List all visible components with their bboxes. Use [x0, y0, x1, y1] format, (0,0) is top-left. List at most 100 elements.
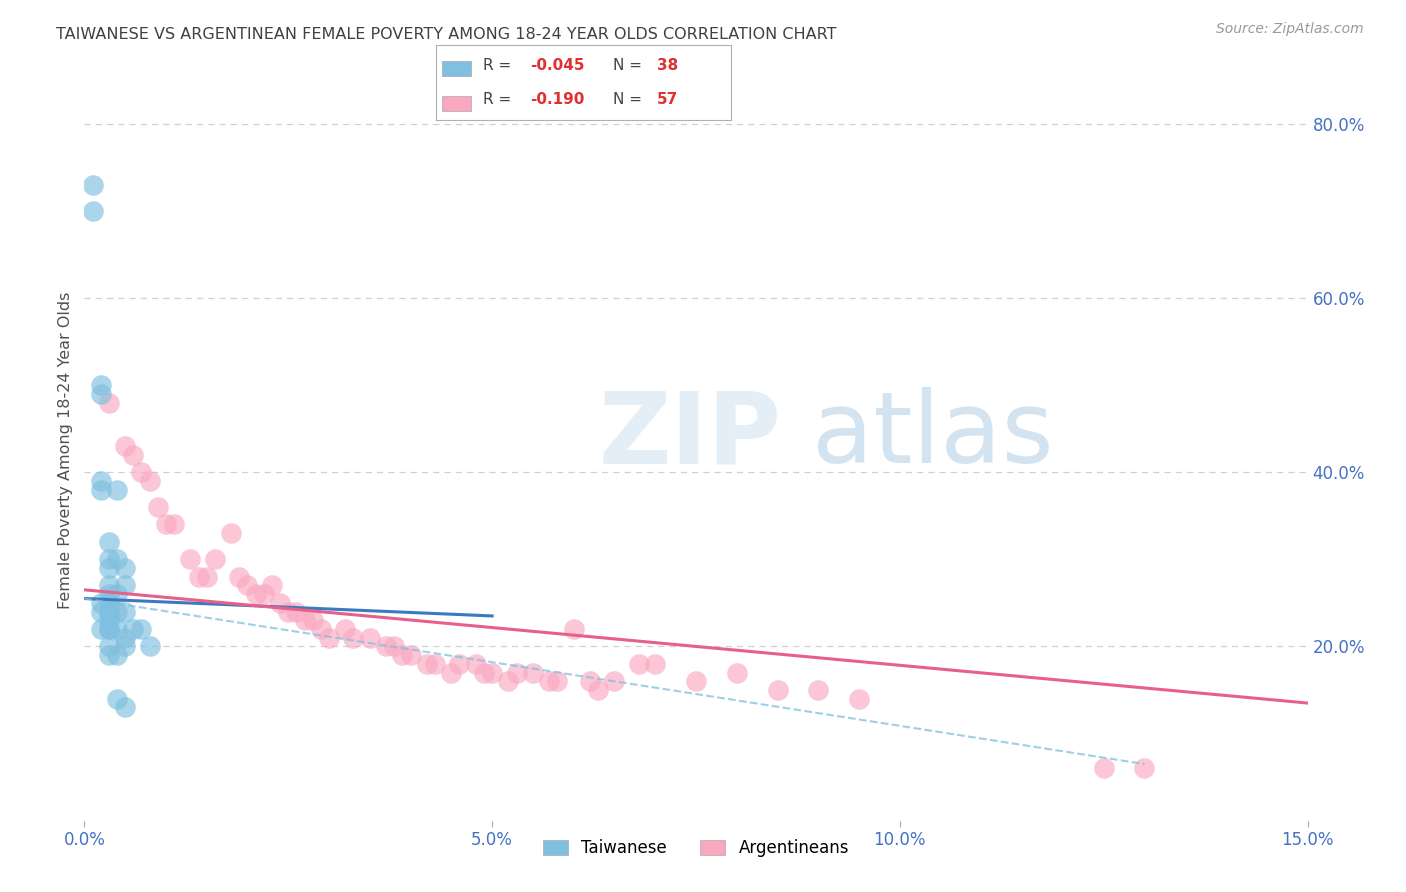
Point	[90, 596, 112, 610]
Text: R =: R =	[484, 58, 516, 73]
Point	[90, 474, 112, 488]
Text: N =: N =	[613, 58, 647, 73]
Point	[472, 665, 495, 680]
Point	[644, 657, 666, 671]
Point	[114, 631, 136, 645]
Point	[97, 395, 120, 409]
Point	[440, 665, 463, 680]
Point	[90, 605, 112, 619]
Point	[285, 605, 308, 619]
Point	[1092, 761, 1115, 775]
Point	[105, 587, 128, 601]
Point	[97, 648, 120, 662]
Point	[399, 648, 422, 662]
Point	[260, 578, 283, 592]
Point	[449, 657, 471, 671]
Point	[391, 648, 413, 662]
Y-axis label: Female Poverty Among 18-24 Year Olds: Female Poverty Among 18-24 Year Olds	[58, 292, 73, 609]
Point	[375, 640, 398, 654]
Point	[90, 483, 112, 497]
Point	[318, 631, 340, 645]
Point	[382, 640, 405, 654]
Text: Source: ZipAtlas.com: Source: ZipAtlas.com	[1216, 22, 1364, 37]
Point	[97, 605, 120, 619]
Point	[1133, 761, 1156, 775]
Point	[187, 570, 209, 584]
Text: -0.190: -0.190	[530, 92, 585, 107]
Text: TAIWANESE VS ARGENTINEAN FEMALE POVERTY AMONG 18-24 YEAR OLDS CORRELATION CHART: TAIWANESE VS ARGENTINEAN FEMALE POVERTY …	[56, 27, 837, 42]
Point	[131, 465, 153, 479]
Point	[228, 570, 250, 584]
Text: N =: N =	[613, 92, 647, 107]
Point	[301, 613, 323, 627]
Point	[538, 674, 561, 689]
Point	[82, 178, 104, 192]
Point	[219, 526, 242, 541]
Point	[505, 665, 527, 680]
Point	[359, 631, 381, 645]
Point	[97, 640, 120, 654]
Text: 57: 57	[658, 92, 679, 107]
Text: -0.045: -0.045	[530, 58, 585, 73]
Point	[97, 561, 120, 575]
Point	[97, 596, 120, 610]
Bar	[441, 62, 471, 77]
Point	[294, 613, 316, 627]
Point	[807, 683, 830, 698]
Point	[122, 622, 145, 636]
Point	[236, 578, 259, 592]
Point	[685, 674, 707, 689]
Point	[82, 203, 104, 218]
Point	[195, 570, 218, 584]
Legend: Taiwanese, Argentineans: Taiwanese, Argentineans	[536, 833, 856, 864]
Point	[627, 657, 650, 671]
Point	[131, 622, 153, 636]
Point	[766, 683, 789, 698]
Point	[309, 622, 332, 636]
Point	[105, 483, 128, 497]
Point	[848, 691, 870, 706]
Point	[335, 622, 357, 636]
Point	[97, 605, 120, 619]
Point	[114, 700, 136, 714]
Point	[179, 552, 201, 566]
Text: atlas: atlas	[813, 387, 1054, 484]
Point	[90, 387, 112, 401]
Bar	[441, 96, 471, 112]
Point	[122, 448, 145, 462]
Point	[105, 648, 128, 662]
Point	[586, 683, 609, 698]
Point	[163, 517, 186, 532]
Point	[114, 578, 136, 592]
Point	[464, 657, 486, 671]
Point	[90, 622, 112, 636]
Point	[498, 674, 520, 689]
Point	[546, 674, 568, 689]
Point	[245, 587, 267, 601]
Point	[725, 665, 748, 680]
Point	[146, 500, 169, 514]
Point	[97, 535, 120, 549]
Point	[603, 674, 626, 689]
Point	[105, 691, 128, 706]
Text: R =: R =	[484, 92, 516, 107]
Point	[277, 605, 299, 619]
Point	[105, 552, 128, 566]
Point	[204, 552, 226, 566]
Point	[269, 596, 291, 610]
Point	[416, 657, 439, 671]
Point	[114, 439, 136, 453]
Point	[114, 561, 136, 575]
Point	[97, 622, 120, 636]
Point	[114, 640, 136, 654]
Point	[97, 552, 120, 566]
Point	[97, 622, 120, 636]
Point	[114, 605, 136, 619]
Point	[253, 587, 276, 601]
Point	[97, 587, 120, 601]
Point	[522, 665, 544, 680]
Point	[138, 640, 160, 654]
Point	[105, 605, 128, 619]
Point	[105, 622, 128, 636]
Point	[97, 613, 120, 627]
